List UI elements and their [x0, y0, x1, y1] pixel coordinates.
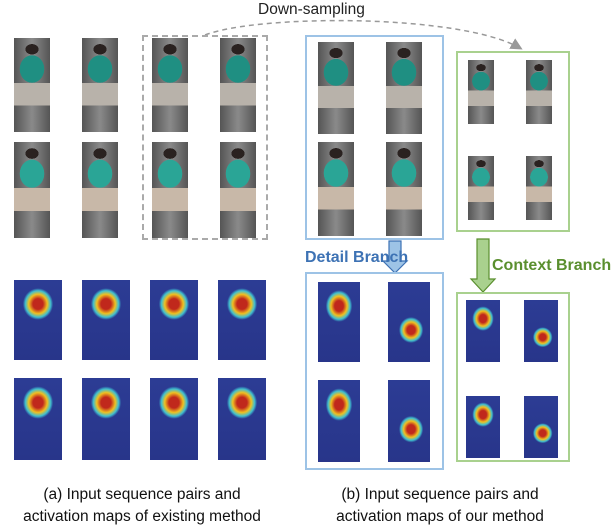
- caption-b: (b) Input sequence pairs and activation …: [290, 484, 590, 528]
- activation-map: [82, 280, 130, 360]
- frame-image: [318, 42, 354, 134]
- activation-map: [318, 380, 360, 462]
- frame-image: [318, 142, 354, 236]
- frame-image: [14, 38, 50, 132]
- activation-map: [82, 378, 130, 460]
- frame-image: [220, 142, 256, 238]
- frame-image: [468, 60, 494, 124]
- context-branch-output-box: [456, 292, 570, 462]
- activation-map: [150, 378, 198, 460]
- detail-branch-input-box: [305, 35, 444, 240]
- detail-branch-output-box: [305, 272, 444, 470]
- activation-map: [388, 282, 430, 362]
- activation-map: [524, 300, 558, 362]
- activation-map: [150, 280, 198, 360]
- frame-image: [82, 142, 118, 238]
- caption-a-line2: activation maps of existing method: [23, 508, 261, 525]
- frame-image: [14, 142, 50, 238]
- frame-image: [386, 42, 422, 134]
- frame-image: [220, 38, 256, 132]
- caption-a: (a) Input sequence pairs and activation …: [0, 484, 292, 528]
- caption-b-line1: (b) Input sequence pairs and: [341, 486, 539, 503]
- frame-image: [152, 38, 188, 132]
- frame-image: [152, 142, 188, 238]
- activation-map: [14, 378, 62, 460]
- caption-b-line2: activation maps of our method: [336, 508, 544, 525]
- frame-image: [386, 142, 422, 236]
- activation-map: [218, 280, 266, 360]
- activation-map: [524, 396, 558, 458]
- activation-map: [14, 280, 62, 360]
- context-branch-input-box: [456, 51, 570, 232]
- caption-a-line1: (a) Input sequence pairs and: [43, 486, 241, 503]
- activation-map: [318, 282, 360, 362]
- detail-branch-label: Detail Branch: [305, 249, 409, 266]
- context-branch-label: Context Branch: [492, 257, 612, 274]
- downsampled-frames-box: [142, 35, 268, 240]
- frame-image: [82, 38, 118, 132]
- frame-image: [468, 156, 494, 220]
- activation-map: [466, 300, 500, 362]
- frame-image: [526, 156, 552, 220]
- activation-map: [218, 378, 266, 460]
- frame-image: [526, 60, 552, 124]
- downsampling-label: Down-sampling: [258, 1, 365, 18]
- activation-map: [466, 396, 500, 458]
- activation-map: [388, 380, 430, 462]
